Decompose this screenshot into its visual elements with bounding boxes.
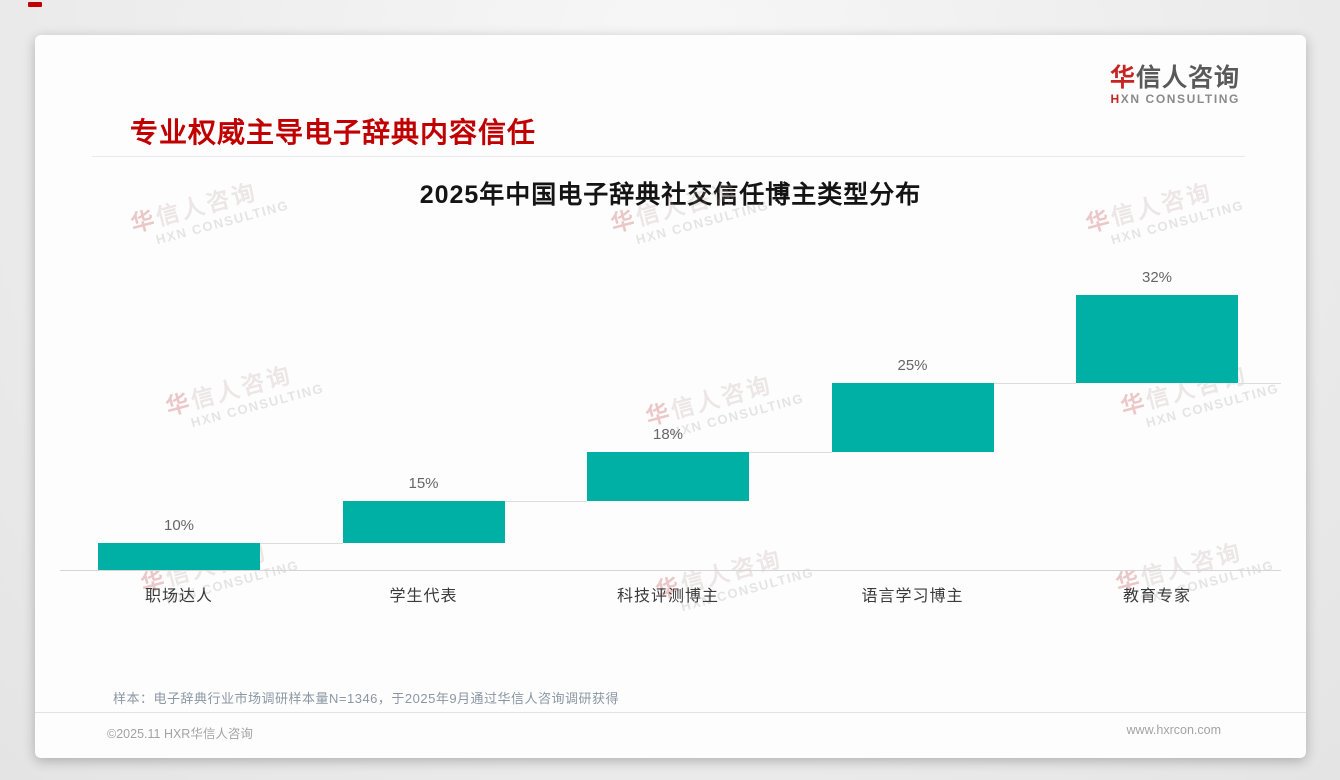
category-label: 职场达人 [144,588,213,605]
copyright-text: ©2025.11 HXR华信人咨询 [107,727,253,741]
logo-chinese-name: 华信人咨询 [1109,64,1240,92]
category-label: 教育专家 [1122,588,1191,605]
page-title: 专业权威主导电子辞典内容信任 [130,117,537,148]
x-axis-line [60,570,1281,571]
report-card: 专业权威主导电子辞典内容信任 华信人咨询 HXN CONSULTING 2025… [35,35,1306,758]
category-label: 学生代表 [389,588,458,605]
bar-职场达人 [98,542,260,570]
category-label: 语言学习博主 [861,588,964,605]
category-label: 科技评测博主 [616,588,719,605]
value-label: 32% [1141,269,1173,286]
sample-footnote: 样本：电子辞典行业市场调研样本量N=1346，于2025年9月通过华信人咨询调研… [113,691,620,706]
value-label: 15% [408,475,439,493]
step-connector [749,451,832,453]
bar-教育专家 [1076,295,1238,383]
waterfall-chart: 10% 职场达人 15% 学生代表 18% 科技评测博主 25% 语言学习博主 32% 教育专家 [35,35,1306,758]
step-connector [993,383,1076,384]
chart-title: 2025年中国电子辞典社交信任博主类型分布 [419,181,922,209]
header-divider [92,156,1245,157]
footer-bar: ©2025.11 HXR华信人咨询 www.hxrcon.com [35,719,1306,749]
bar-科技评测博主 [587,451,749,502]
step-connector [504,501,587,503]
website-text: www.hxrcon.com [1126,723,1221,737]
company-logo: 华信人咨询 HXN CONSULTING [1110,65,1240,106]
step-connector-trailing [1238,383,1281,384]
footer-divider [35,712,1306,713]
value-label: 25% [897,357,928,374]
bar-学生代表 [342,501,505,543]
top-accent-mark [28,2,42,7]
step-connector [260,542,343,544]
value-label: 10% [163,516,195,534]
bar-语言学习博主 [831,383,994,452]
logo-english-name: HXN CONSULTING [1110,92,1240,107]
value-label: 18% [652,425,684,443]
